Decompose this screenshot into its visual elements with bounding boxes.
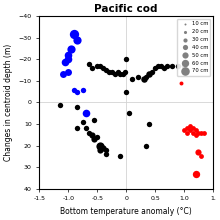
Point: [127, 112, 131, 115]
Point: [75, 126, 79, 130]
Point: [182, 64, 186, 68]
Point: [159, 64, 163, 68]
Point: [119, 155, 122, 158]
Point: [119, 73, 122, 76]
Point: [101, 146, 105, 149]
Point: [188, 129, 192, 132]
Point: [95, 64, 99, 68]
Point: [90, 133, 93, 137]
Point: [75, 105, 79, 108]
Point: [176, 64, 180, 68]
Point: [185, 126, 189, 130]
Point: [142, 77, 145, 81]
Point: [194, 133, 197, 137]
Point: [121, 73, 125, 76]
Point: [75, 90, 79, 94]
Point: [153, 66, 157, 70]
Point: [123, 71, 127, 74]
Point: [87, 131, 90, 134]
Point: [145, 144, 148, 147]
Point: [125, 90, 128, 94]
Point: [84, 126, 88, 130]
Point: [67, 71, 70, 74]
Point: [185, 131, 189, 134]
Point: [84, 112, 88, 115]
Point: [182, 129, 186, 132]
Point: [72, 88, 76, 91]
Point: [110, 71, 114, 74]
Point: [165, 64, 169, 68]
Point: [93, 137, 96, 141]
Point: [197, 131, 200, 134]
Point: [81, 120, 85, 124]
Point: [197, 150, 200, 154]
Point: [93, 118, 96, 121]
Point: [200, 131, 203, 134]
Point: [191, 126, 194, 130]
X-axis label: Bottom temperature anomaly (°C): Bottom temperature anomaly (°C): [60, 207, 192, 216]
Point: [72, 32, 76, 35]
Point: [98, 148, 102, 152]
Point: [75, 38, 79, 42]
Point: [156, 64, 160, 68]
Point: [90, 66, 93, 70]
Point: [104, 68, 108, 72]
Point: [61, 73, 64, 76]
Point: [81, 88, 85, 91]
Point: [148, 73, 151, 76]
Point: [101, 66, 105, 70]
Point: [194, 129, 197, 132]
Point: [150, 71, 154, 74]
Point: [95, 135, 99, 139]
Legend: 10 cm, 20 cm, 30 cm, 40 cm, 50 cm, 60 cm, 70 cm: 10 cm, 20 cm, 30 cm, 40 cm, 50 cm, 60 cm…: [177, 19, 210, 76]
Point: [145, 75, 148, 78]
Point: [136, 75, 139, 78]
Point: [188, 125, 192, 128]
Point: [70, 47, 73, 50]
Point: [104, 148, 108, 152]
Point: [64, 60, 67, 63]
Point: [107, 71, 111, 74]
Point: [200, 155, 203, 158]
Point: [98, 144, 102, 147]
Point: [171, 64, 174, 68]
Title: Pacific cod: Pacific cod: [94, 4, 158, 14]
Point: [104, 152, 108, 156]
Point: [125, 58, 128, 61]
Point: [162, 66, 165, 70]
Point: [98, 64, 102, 68]
Point: [191, 131, 194, 134]
Point: [113, 73, 116, 76]
Point: [202, 131, 206, 134]
Y-axis label: Changes in centroid depth (m): Changes in centroid depth (m): [4, 44, 13, 161]
Point: [130, 77, 134, 81]
Point: [179, 81, 183, 85]
Point: [148, 122, 151, 126]
Point: [116, 71, 119, 74]
Point: [58, 103, 61, 106]
Point: [67, 58, 70, 61]
Point: [87, 62, 90, 66]
Point: [67, 53, 70, 57]
Point: [194, 172, 197, 175]
